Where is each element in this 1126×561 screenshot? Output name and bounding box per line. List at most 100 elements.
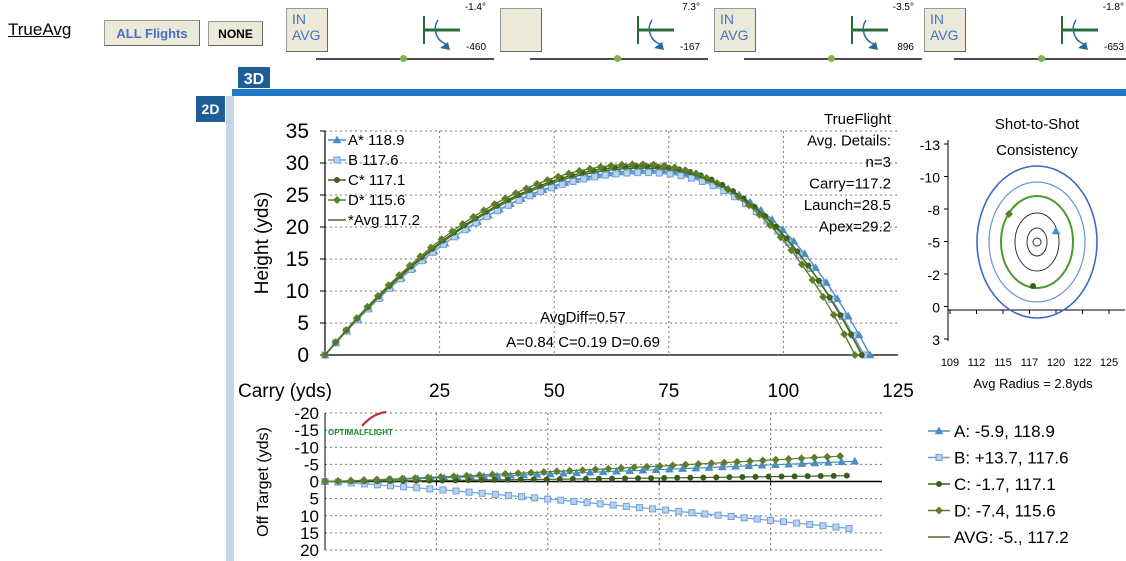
consistency-y-tick-label: 3: [932, 332, 940, 348]
off-target-point-b: [622, 502, 630, 510]
trajectory-point-d: [660, 161, 669, 170]
off-target-point-b: [596, 500, 604, 508]
off-target-point-a: [572, 468, 582, 477]
off-target-point-b: [439, 486, 447, 494]
off-target-point-c: [726, 474, 733, 481]
trajectory-point-d: [564, 169, 573, 178]
launch-angle-value: 7.3°: [682, 2, 700, 13]
launch-angle-icon: [423, 16, 460, 50]
off-target-point-c: [661, 474, 668, 481]
trajectory-point-a: [843, 311, 853, 320]
off-target-point-b: [504, 492, 512, 500]
consistency-center: [1032, 237, 1042, 247]
off-target-point-a: [506, 470, 515, 479]
consistency-y-tick-label: -13: [920, 137, 940, 153]
off-target-point-b: [452, 487, 460, 495]
avg-diff-values: A=0.84 C=0.19 D=0.69: [506, 334, 660, 351]
off-target-point-c: [700, 474, 707, 481]
tab-3d[interactable]: 3D: [236, 65, 272, 90]
off-target-point-d: [488, 470, 497, 479]
off-target-tick-label: 20: [300, 541, 319, 560]
trajectory-point-b: [623, 169, 631, 177]
off-target-point-b: [727, 513, 735, 521]
avg-diff-label: AvgDiff=0.57: [540, 309, 626, 326]
trajectory-point-d: [702, 173, 711, 182]
trajectory-point-a: [854, 330, 864, 339]
off-target-point-d: [591, 465, 600, 474]
none-button[interactable]: NONE: [208, 21, 263, 46]
trajectory-point-b: [644, 169, 652, 177]
off-target-point-b: [714, 511, 722, 519]
trajectory-point-d: [617, 160, 626, 169]
off-target-point-b: [413, 484, 421, 492]
off-target-point-b: [531, 494, 539, 502]
off-target-point-c: [739, 473, 746, 480]
off-target-point-d: [771, 455, 780, 464]
off-target-point-b: [753, 515, 761, 523]
legend-entry: C* 117.1: [348, 172, 405, 189]
off-target-point-b: [845, 524, 853, 532]
off-target-point-b: [806, 520, 814, 528]
off-target-point-a: [810, 458, 820, 467]
y-tick-label: 35: [286, 120, 309, 143]
trajectory-point-d: [490, 200, 499, 209]
off-target-point-d: [321, 477, 329, 486]
consistency-point-d: [1005, 210, 1013, 218]
off-target-point-d: [333, 477, 342, 486]
trajectory-point-d: [352, 314, 361, 323]
off-target-point-c: [713, 474, 720, 481]
consistency-x-tick-label: 115: [994, 357, 1012, 369]
off-target-point-a: [823, 457, 833, 466]
avg-detail: Avg. Details:: [807, 133, 891, 150]
off-target-point-d: [784, 455, 793, 464]
trueavg-link[interactable]: TrueAvg: [8, 20, 72, 39]
shot-2-launch-gauge: 7.3° -167: [630, 2, 702, 58]
slider-handle[interactable]: [828, 55, 835, 62]
shot-3-slider[interactable]: [744, 55, 922, 62]
shot-2-avg-button[interactable]: [500, 8, 542, 52]
off-target-point-c: [648, 475, 655, 482]
off-target-point-a: [638, 465, 648, 474]
off-target-point-c: [543, 476, 550, 483]
off-target-point-d: [707, 459, 716, 468]
shot-4-launch-gauge: -1.8° -653: [1054, 2, 1126, 58]
shot-4-avg-button[interactable]: IN AVG: [924, 8, 966, 52]
tab-2d[interactable]: 2D: [196, 96, 225, 122]
shot-2-slider[interactable]: [530, 55, 708, 62]
off-target-point-d: [346, 476, 355, 485]
avg-detail: TrueFlight: [824, 111, 892, 128]
y-tick-label: 0: [297, 344, 309, 367]
x-axis-label: Carry (yds): [238, 381, 332, 402]
off-target-point-c: [582, 475, 589, 482]
off-target-point-b: [766, 516, 774, 524]
optimalflight-logo-swoosh: [361, 411, 387, 427]
launch-angle-icon: [1061, 16, 1098, 50]
off-target-point-d: [501, 469, 510, 478]
shot-3-avg-button[interactable]: IN AVG: [714, 8, 756, 52]
avg-detail: Carry=117.2: [809, 176, 891, 193]
consistency-x-tick-label: 109: [941, 357, 959, 369]
off-target-point-c: [765, 473, 772, 480]
slider-handle[interactable]: [400, 55, 407, 62]
shot-4-slider[interactable]: [954, 55, 1126, 62]
off-target-point-d: [475, 471, 484, 480]
off-target-tick-label: -5: [304, 455, 319, 474]
off-target-point-d: [398, 474, 407, 483]
slider-handle[interactable]: [1038, 55, 1045, 62]
off-target-point-c: [530, 476, 537, 483]
trajectory-point-b: [569, 177, 577, 185]
optimalflight-logo: OPTIMALFLIGHT: [328, 428, 393, 437]
shot-1-slider[interactable]: [316, 55, 494, 62]
off-target-point-b: [478, 489, 486, 497]
shot-1-avg-button[interactable]: IN AVG: [286, 8, 328, 52]
trajectory-point-b: [515, 196, 523, 204]
trajectory-point-b: [580, 175, 588, 183]
off-target-point-c: [635, 475, 642, 482]
off-target-legend-entry: B: +13.7, 117.6: [954, 449, 1069, 468]
off-target-point-b: [793, 519, 801, 527]
off-target-point-d: [823, 452, 832, 461]
off-target-point-a: [532, 469, 542, 478]
avg-radius-label: Avg Radius = 2.8yds: [973, 376, 1093, 391]
slider-handle[interactable]: [614, 55, 621, 62]
all-flights-button[interactable]: ALL Flights: [104, 20, 200, 46]
